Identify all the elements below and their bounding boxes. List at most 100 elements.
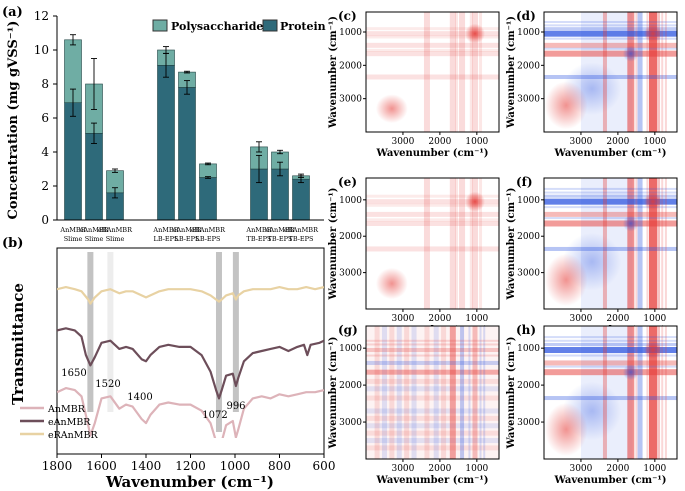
heatmap-band <box>627 326 635 459</box>
y-tick-label: 1000 <box>339 344 362 354</box>
x-category-label: Slime <box>85 235 104 243</box>
y-tick-label: 3000 <box>339 418 362 428</box>
x-tick-label: 1800 <box>42 459 73 473</box>
heatmap-band <box>544 42 677 48</box>
heatmap-band <box>661 326 664 459</box>
x-tick-label: 1000 <box>643 314 666 324</box>
heatmap-body <box>544 12 677 132</box>
x-tick-label: 2000 <box>606 464 629 474</box>
heatmap-panel-label: (d) <box>516 9 536 23</box>
x-category-label: AnMBR <box>152 226 179 234</box>
heatmap-band <box>366 423 499 429</box>
heatmap-blob <box>544 81 588 130</box>
heatmap-xlabel: Wavenumber (cm⁻¹) <box>375 148 488 159</box>
heatmap-band <box>366 378 499 384</box>
heatmap-band <box>657 326 661 459</box>
x-tick-label: 1400 <box>131 459 162 473</box>
peak-annotation: 1400 <box>127 392 152 403</box>
y-tick-label: 2000 <box>517 61 540 71</box>
heatmap-band <box>544 47 677 50</box>
heatmap-band <box>544 27 677 31</box>
heatmap-panel-label: (c) <box>338 9 357 23</box>
heatmap-band <box>468 326 471 459</box>
panel-a-legend: Polysaccharide Protein <box>152 19 326 33</box>
panel-a-ylabel: Concentration (mg gVSS⁻¹) <box>6 21 21 220</box>
heatmap-band <box>544 50 677 57</box>
y-tick-label: 0 <box>41 213 49 227</box>
x-tick-label: 1200 <box>175 459 206 473</box>
x-tick-label: 1000 <box>465 137 488 147</box>
y-tick-label: 6 <box>41 111 49 125</box>
x-tick-label: 1000 <box>465 314 488 324</box>
panel-b-ylabel: Transmittance <box>9 283 27 405</box>
heatmap-band <box>389 326 395 459</box>
heatmap-band <box>544 347 677 354</box>
heatmap-band <box>366 430 499 436</box>
heatmap-panel-label: (e) <box>338 175 357 189</box>
heatmap-band <box>469 178 473 309</box>
heatmap-band <box>635 178 638 309</box>
legend-label-AnMBR: AnMBR <box>47 404 86 415</box>
heatmap-body <box>366 178 499 309</box>
heatmap-ylabel: Wavenumber (cm⁻¹) <box>328 336 339 449</box>
bar-protein <box>64 102 82 221</box>
heatmap-xlabel: Wavenumber (cm⁻¹) <box>553 475 666 486</box>
heatmap-ylabel: Wavenumber (cm⁻¹) <box>506 336 517 449</box>
heatmap-blob <box>643 24 662 43</box>
peak-annotation: 996 <box>226 401 245 412</box>
bar-protein <box>178 87 196 221</box>
heatmap-band <box>366 31 499 37</box>
heatmap-band <box>544 211 677 217</box>
y-tick-label: 1000 <box>517 196 540 206</box>
x-category-label: eAnMBR <box>79 226 109 234</box>
panel-a: (a) Concentration (mg gVSS⁻¹) 024681012 … <box>2 5 326 243</box>
x-tick-label: 3000 <box>391 314 414 324</box>
x-tick-label: 2000 <box>428 314 451 324</box>
heatmap-body <box>366 326 499 459</box>
legend-swatch-polysaccharide <box>152 19 168 32</box>
heatmap-band <box>544 360 677 366</box>
heatmap-band <box>544 191 677 194</box>
bar-protein <box>199 177 217 221</box>
heatmap-band <box>544 339 677 342</box>
y-tick-label: 2000 <box>517 381 540 391</box>
y-tick-label: 8 <box>41 77 49 91</box>
heatmap-band <box>366 386 499 392</box>
heatmap-band <box>602 12 607 132</box>
y-tick-label: 2000 <box>339 381 362 391</box>
x-tick-label: 800 <box>268 459 291 473</box>
heatmap-band <box>544 24 677 27</box>
heatmap-body <box>366 12 499 132</box>
heatmap-band <box>366 415 499 421</box>
heatmap-band <box>602 326 607 459</box>
panel-b-xlabel: Wavenumber (cm⁻¹) <box>105 473 274 491</box>
heatmap-panel-label: (f) <box>516 175 533 189</box>
heatmap-band <box>366 35 499 39</box>
heatmap-band <box>366 354 499 357</box>
heatmap-band <box>460 326 465 459</box>
y-tick-label: 12 <box>34 9 49 23</box>
heatmap-band <box>637 12 643 132</box>
heatmap-band <box>366 408 499 414</box>
x-tick-label: 3000 <box>569 464 592 474</box>
heatmap-band <box>544 336 677 339</box>
heatmap-band <box>366 203 499 207</box>
panel-b-label: (b) <box>2 236 23 251</box>
heatmap-band <box>479 326 482 459</box>
heatmap-band <box>471 12 478 132</box>
y-tick-label: 1000 <box>517 344 540 354</box>
heatmap-band <box>374 326 380 459</box>
heatmap-blob <box>375 267 408 300</box>
y-tick-label: 3000 <box>517 95 540 105</box>
bar-protein <box>157 65 175 221</box>
heatmap-band <box>657 12 661 132</box>
heatmap-band <box>648 178 657 309</box>
heatmap-band <box>646 326 649 459</box>
y-tick-label: 3000 <box>517 269 540 279</box>
heatmap-band <box>602 178 607 309</box>
heatmap-band <box>381 326 387 459</box>
heatmap-field <box>366 326 499 459</box>
